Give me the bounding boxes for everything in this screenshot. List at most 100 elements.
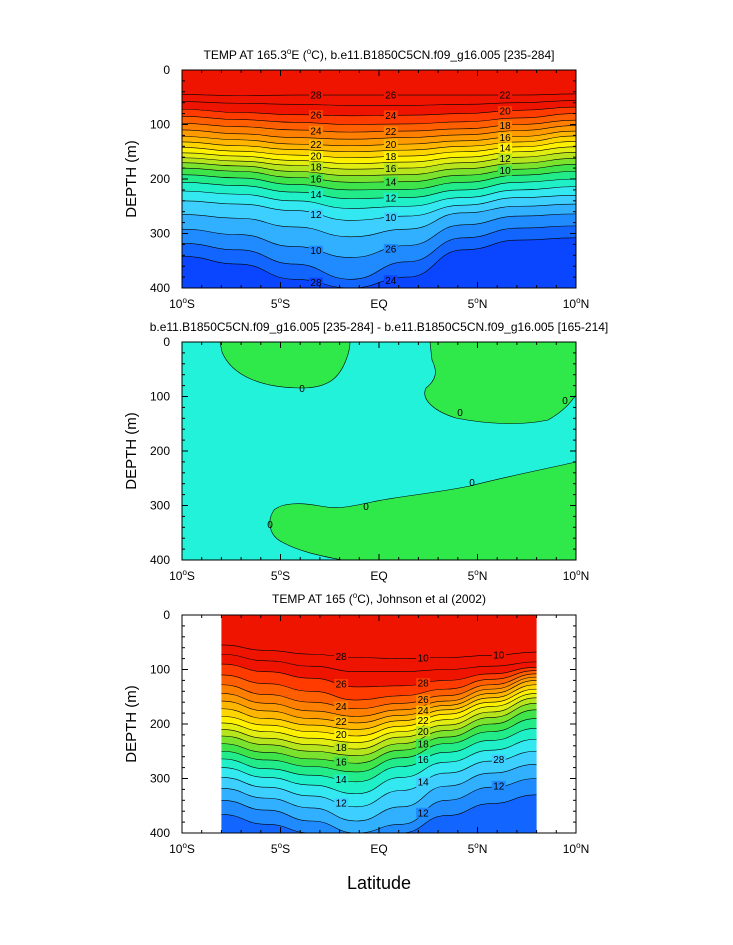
x-tick-label: 10oS bbox=[169, 841, 195, 856]
contour-label: 0 bbox=[469, 478, 475, 489]
panel-1-model-temperature: TEMP AT 165.3oE (oC), b.e11.B1850C5CN.f0… bbox=[123, 47, 589, 311]
isotherm-line bbox=[221, 750, 537, 808]
contour-label-bg bbox=[383, 126, 398, 137]
y-tick-label: 300 bbox=[150, 772, 170, 786]
contour-label: 28 bbox=[493, 755, 505, 766]
contour-label: 24 bbox=[310, 126, 322, 137]
contour-label-bg bbox=[383, 163, 398, 174]
isotherm-line bbox=[182, 237, 576, 288]
isotherm-line bbox=[182, 151, 576, 170]
panel-2-difference: b.e11.B1850C5CN.f09_g16.005 [235-284] - … bbox=[123, 320, 608, 583]
panel-1-contour-lines bbox=[182, 93, 576, 288]
contour-label-bg bbox=[308, 209, 323, 220]
contour-label: 16 bbox=[500, 133, 512, 144]
temperature-band bbox=[221, 615, 537, 659]
contour-label-bg bbox=[491, 754, 506, 765]
contour-label: 10 bbox=[493, 650, 505, 661]
temperature-band bbox=[221, 684, 537, 736]
isotherm-line bbox=[182, 141, 576, 159]
contour-label-bg bbox=[334, 701, 349, 712]
x-tick-label: 5oS bbox=[271, 568, 290, 583]
contour-label-bg bbox=[334, 774, 349, 785]
temperature-band bbox=[221, 739, 537, 807]
panel-2-contour-labels: 0 0 0 0 0 0 bbox=[267, 384, 568, 531]
contour-label: 10 bbox=[385, 213, 397, 224]
isotherm-line bbox=[221, 728, 537, 783]
temperature-band bbox=[182, 152, 576, 176]
contour-label: 10 bbox=[418, 654, 430, 665]
contour-label-bg bbox=[383, 212, 398, 223]
x-tick-label: 10oN bbox=[563, 296, 589, 311]
y-tick-label: 100 bbox=[150, 663, 170, 677]
isotherm-line bbox=[182, 171, 576, 191]
isotherm-line bbox=[182, 113, 576, 125]
isotherm-line bbox=[182, 213, 576, 258]
contour-label: 14 bbox=[310, 190, 322, 201]
contour-label-bg bbox=[334, 798, 349, 809]
contour-label-bg bbox=[308, 277, 323, 288]
x-tick-label: 5oS bbox=[271, 841, 290, 856]
x-tick-label: EQ bbox=[370, 842, 387, 856]
temperature-band bbox=[221, 664, 537, 701]
temperature-band bbox=[182, 125, 576, 146]
isotherm-line bbox=[182, 225, 576, 280]
x-tick-label: EQ bbox=[370, 569, 387, 583]
contour-label: 18 bbox=[336, 743, 348, 754]
contour-label: 26 bbox=[336, 679, 348, 690]
contour-label-bg bbox=[416, 694, 431, 705]
panel-3-contour-lines bbox=[221, 644, 537, 833]
temperature-band bbox=[182, 171, 576, 199]
contour-label: 14 bbox=[500, 144, 512, 155]
contour-label-bg bbox=[498, 143, 513, 154]
temperature-band bbox=[182, 225, 576, 288]
x-tick-label: 5oS bbox=[271, 296, 290, 311]
y-tick-label: 300 bbox=[150, 499, 170, 513]
contour-label-bg bbox=[416, 754, 431, 765]
contour-label-bg bbox=[383, 151, 398, 162]
temperature-band bbox=[182, 213, 576, 280]
contour-label-bg bbox=[334, 716, 349, 727]
contour-label-bg bbox=[334, 756, 349, 767]
x-tick-label: 5oN bbox=[468, 296, 488, 311]
contour-label: 16 bbox=[385, 164, 397, 175]
contour-label: 24 bbox=[385, 276, 397, 287]
isotherm-line bbox=[182, 157, 576, 177]
contour-label: 10 bbox=[500, 166, 512, 177]
contour-label-bg bbox=[308, 125, 323, 136]
isotherm-line bbox=[182, 186, 576, 209]
contour-label: 12 bbox=[418, 808, 430, 819]
contour-label-bg bbox=[498, 90, 513, 101]
isotherm-line bbox=[221, 653, 537, 672]
temperature-band bbox=[221, 670, 537, 709]
contour-label: 26 bbox=[385, 91, 397, 102]
contour-label-bg bbox=[491, 649, 506, 660]
y-tick-label: 200 bbox=[150, 444, 170, 458]
y-tick-label: 0 bbox=[163, 335, 170, 349]
contour-label-bg bbox=[383, 90, 398, 101]
x-axis-label: Latitude bbox=[347, 873, 411, 893]
isotherm-line bbox=[221, 670, 537, 701]
contour-label: 10 bbox=[310, 246, 322, 257]
contour-label-bg bbox=[334, 678, 349, 689]
panel-2-title: b.e11.B1850C5CN.f09_g16.005 [235-284] - … bbox=[150, 320, 609, 334]
contour-label-bg bbox=[308, 245, 323, 256]
panel-3-contour-labels: 2826242220181614121028262422201816141210… bbox=[334, 649, 506, 819]
contour-label-bg bbox=[416, 738, 431, 749]
isotherm-line bbox=[182, 119, 576, 133]
contour-label: 28 bbox=[418, 679, 430, 690]
isotherm-line bbox=[182, 130, 576, 147]
x-tick-label: 10oN bbox=[563, 568, 589, 583]
contour-label-bg bbox=[416, 715, 431, 726]
contour-label-bg bbox=[491, 780, 506, 791]
contour-label: 22 bbox=[310, 140, 322, 151]
contour-label: 18 bbox=[500, 121, 512, 132]
contour-label: 12 bbox=[500, 154, 512, 165]
isotherm-line bbox=[221, 778, 537, 833]
contour-label-bg bbox=[308, 90, 323, 101]
isotherm-line bbox=[221, 676, 537, 717]
temperature-band bbox=[182, 120, 576, 140]
isotherm-line bbox=[221, 684, 537, 730]
isotherm-line bbox=[182, 163, 576, 183]
contour-label: 12 bbox=[336, 799, 348, 810]
